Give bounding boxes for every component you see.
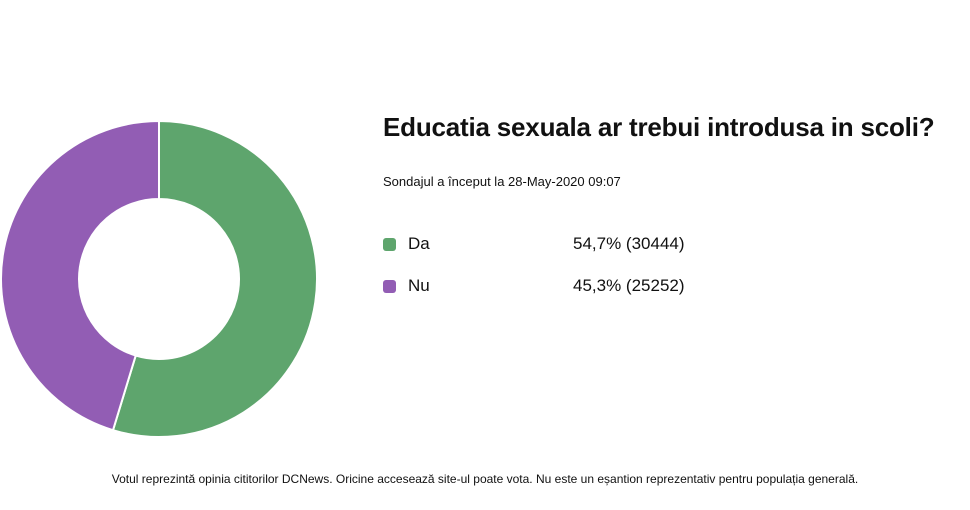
legend-swatch-da [383,238,396,251]
legend-value-nu: 45,3% (25252) [573,276,685,295]
legend-value-da: 54,7% (30444) [573,234,685,253]
disclaimer-note: Votul reprezintă opinia cititorilor DCNe… [111,472,859,486]
legend-label-da: Da [408,234,430,253]
donut-slice-da [111,120,318,438]
poll-start-date: Sondajul a început la 28-May-2020 09:07 [383,174,621,189]
donut-chart [0,120,318,438]
donut-slice-nu [0,120,160,432]
legend-row-nu: Nu 45,3% (25252) [383,276,743,318]
legend-label-nu: Nu [408,276,430,295]
legend: Da 54,7% (30444) Nu 45,3% (25252) [383,234,743,318]
legend-swatch-nu [383,280,396,293]
legend-row-da: Da 54,7% (30444) [383,234,743,276]
poll-title: Educatia sexuala ar trebui introdusa in … [383,112,935,142]
